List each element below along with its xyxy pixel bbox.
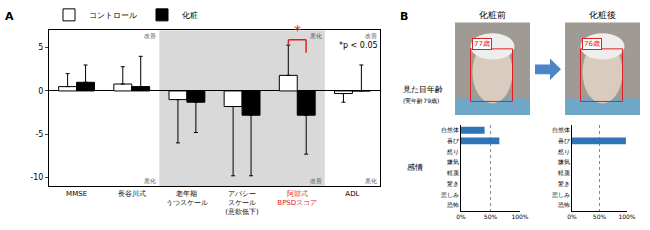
svg-text:77歳: 77歳 xyxy=(474,40,490,48)
svg-text:老年期うつスケール: 老年期うつスケール xyxy=(166,190,208,207)
svg-text:-10: -10 xyxy=(30,173,43,182)
svg-text:嫌気: 嫌気 xyxy=(558,158,570,165)
svg-text:50%: 50% xyxy=(593,213,607,220)
svg-text:怒り: 怒り xyxy=(446,148,459,155)
svg-text:100%: 100% xyxy=(511,213,528,220)
svg-text:怒り: 怒り xyxy=(557,148,570,155)
svg-text:悲しみ: 悲しみ xyxy=(551,191,570,198)
svg-text:0: 0 xyxy=(38,87,43,96)
svg-text:50%: 50% xyxy=(484,213,498,220)
svg-text:悪化: 悪化 xyxy=(309,32,322,39)
svg-text:ADL: ADL xyxy=(345,190,359,198)
svg-text:恐怖: 恐怖 xyxy=(446,201,459,208)
svg-text:喜び: 喜び xyxy=(558,137,571,144)
svg-text:化粧前: 化粧前 xyxy=(479,10,506,20)
svg-text:0%: 0% xyxy=(567,213,577,220)
svg-text:恐怖: 恐怖 xyxy=(557,201,570,208)
svg-text:自然体: 自然体 xyxy=(441,126,459,133)
svg-text:-5: -5 xyxy=(35,130,43,139)
svg-text:100%: 100% xyxy=(618,213,635,220)
svg-text:改善: 改善 xyxy=(365,32,377,39)
svg-text:喜び: 喜び xyxy=(447,137,460,144)
svg-text:軽蔑: 軽蔑 xyxy=(558,169,570,176)
svg-text:悪化: 悪化 xyxy=(364,177,377,184)
svg-text:長谷川式: 長谷川式 xyxy=(118,190,146,198)
svg-text:(実年齢79歳): (実年齢79歳) xyxy=(403,97,439,104)
svg-text:アパシースケール(意欲低下): アパシースケール(意欲低下) xyxy=(225,190,259,216)
svg-text:感情: 感情 xyxy=(407,163,423,172)
svg-text:悪化: 悪化 xyxy=(143,177,156,184)
svg-text:悲しみ: 悲しみ xyxy=(440,191,459,198)
svg-text:自然体: 自然体 xyxy=(552,126,570,133)
svg-text:0%: 0% xyxy=(456,213,466,220)
svg-text:化粧: 化粧 xyxy=(182,11,198,20)
svg-text:*p < 0.05: *p < 0.05 xyxy=(339,41,378,50)
svg-text:阿部式BPSDスコア: 阿部式BPSDスコア xyxy=(277,190,317,207)
svg-text:驚き: 驚き xyxy=(447,180,459,188)
svg-text:驚き: 驚き xyxy=(558,180,570,188)
svg-text:見た目年齢: 見た目年齢 xyxy=(403,85,443,94)
svg-text:5: 5 xyxy=(38,43,43,52)
svg-text:化粧後: 化粧後 xyxy=(589,10,616,20)
svg-text:B: B xyxy=(400,10,408,23)
svg-text:嫌気: 嫌気 xyxy=(447,158,459,165)
svg-text:コントロール: コントロール xyxy=(89,11,137,20)
svg-text:改善: 改善 xyxy=(310,177,322,184)
svg-text:改善: 改善 xyxy=(144,32,156,39)
svg-text:A: A xyxy=(5,10,14,23)
svg-text:76歳: 76歳 xyxy=(584,40,600,48)
svg-text:*: * xyxy=(294,22,301,38)
svg-text:軽蔑: 軽蔑 xyxy=(447,169,459,176)
svg-text:MMSE: MMSE xyxy=(66,190,87,198)
